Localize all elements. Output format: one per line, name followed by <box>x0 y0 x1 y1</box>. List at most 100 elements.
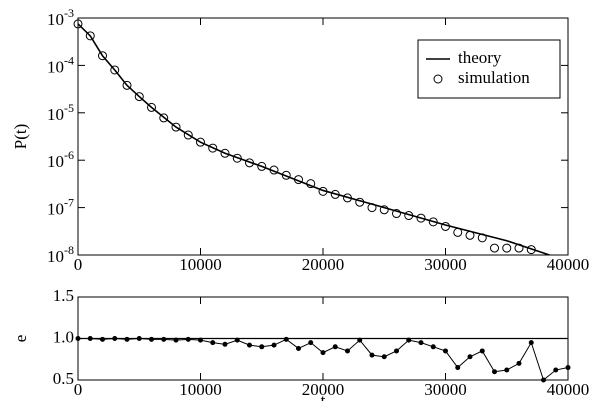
data-point <box>122 80 132 90</box>
data-point <box>245 158 254 168</box>
x-axis-label: t <box>321 391 326 401</box>
data-point <box>516 360 522 366</box>
data-point <box>453 227 463 237</box>
data-point <box>565 365 571 371</box>
data-point <box>479 348 485 354</box>
data-point <box>404 211 414 221</box>
data-point <box>75 336 81 341</box>
y-tick-label: 10-7 <box>47 195 74 218</box>
y-axis-label: P(t) <box>11 124 30 150</box>
data-point <box>477 233 487 243</box>
data-point <box>406 337 412 343</box>
data-point <box>553 367 559 373</box>
data-point <box>185 336 191 342</box>
data-point <box>257 161 267 171</box>
legend-swatch <box>433 74 443 84</box>
x-tick-label: 10000 <box>179 380 222 399</box>
data-point <box>492 369 497 375</box>
data-point <box>443 348 448 354</box>
y-axis-label: e <box>11 335 30 343</box>
y-tick-label: 1.5 <box>53 286 74 305</box>
data-point <box>234 337 240 343</box>
data-point <box>159 113 169 123</box>
data-point <box>320 350 326 356</box>
data-point <box>357 337 363 343</box>
data-point <box>87 336 93 341</box>
data-point <box>136 336 142 341</box>
data-point <box>430 344 436 350</box>
data-point <box>161 336 167 342</box>
x-tick-label: 30000 <box>424 255 467 274</box>
data-point <box>379 205 389 215</box>
data-point <box>308 340 314 346</box>
data-point <box>281 170 291 180</box>
data-point <box>183 130 193 140</box>
x-tick-label: 0 <box>74 255 83 274</box>
legend-label: simulation <box>458 68 530 87</box>
data-point <box>247 342 252 348</box>
data-point <box>465 230 475 240</box>
y-tick-label: 10-5 <box>47 101 74 124</box>
data-point <box>269 165 279 175</box>
data-point <box>98 51 107 61</box>
data-point <box>85 31 95 41</box>
data-point <box>355 197 365 207</box>
data-point <box>198 337 203 343</box>
data-point <box>455 365 461 371</box>
y-tick-label: 10-8 <box>47 243 74 266</box>
x-tick-label: 20000 <box>302 380 345 399</box>
data-point <box>526 245 536 255</box>
data-point <box>110 65 120 75</box>
data-point <box>149 336 154 342</box>
data-point <box>528 340 534 346</box>
data-point <box>502 243 512 253</box>
data-point <box>100 336 105 342</box>
data-point <box>541 377 546 383</box>
x-tick-label: 20000 <box>302 255 345 274</box>
data-point <box>369 352 375 358</box>
data-point <box>330 189 340 199</box>
data-point <box>514 243 524 253</box>
data-point <box>441 221 450 231</box>
y-tick-label: 0.5 <box>53 369 74 388</box>
y-tick-label: 1.0 <box>53 327 74 346</box>
data-point <box>134 92 144 102</box>
data-point <box>124 336 130 342</box>
data-point <box>147 102 156 112</box>
x-tick-label: 10000 <box>179 255 222 274</box>
x-tick-label: 30000 <box>424 380 467 399</box>
data-point <box>345 348 350 354</box>
data-point <box>259 344 265 350</box>
series-line <box>78 23 552 255</box>
data-point <box>318 186 328 196</box>
data-point <box>296 345 301 351</box>
data-point <box>490 243 499 253</box>
data-point <box>332 344 338 350</box>
legend-label: theory <box>458 48 502 67</box>
data-point <box>196 137 205 147</box>
data-point <box>343 193 352 203</box>
data-point <box>210 340 216 346</box>
data-point <box>171 122 181 132</box>
y-tick-label: 10-6 <box>47 148 74 171</box>
data-point <box>294 175 303 185</box>
data-point <box>173 337 179 343</box>
data-point <box>467 354 473 360</box>
data-point <box>428 217 438 227</box>
data-point <box>220 148 230 158</box>
data-point <box>418 340 424 346</box>
data-point <box>208 143 218 153</box>
y-tick-label: 10-4 <box>47 53 74 76</box>
data-point <box>222 341 228 347</box>
data-point <box>232 153 242 163</box>
x-tick-label: 40000 <box>547 380 590 399</box>
x-tick-label: 40000 <box>547 255 590 274</box>
x-tick-label: 0 <box>74 380 83 399</box>
legend-box <box>417 39 561 99</box>
data-point <box>416 213 426 223</box>
data-point <box>73 19 83 29</box>
data-point <box>112 336 118 341</box>
data-point <box>381 354 387 360</box>
data-point <box>271 342 277 348</box>
